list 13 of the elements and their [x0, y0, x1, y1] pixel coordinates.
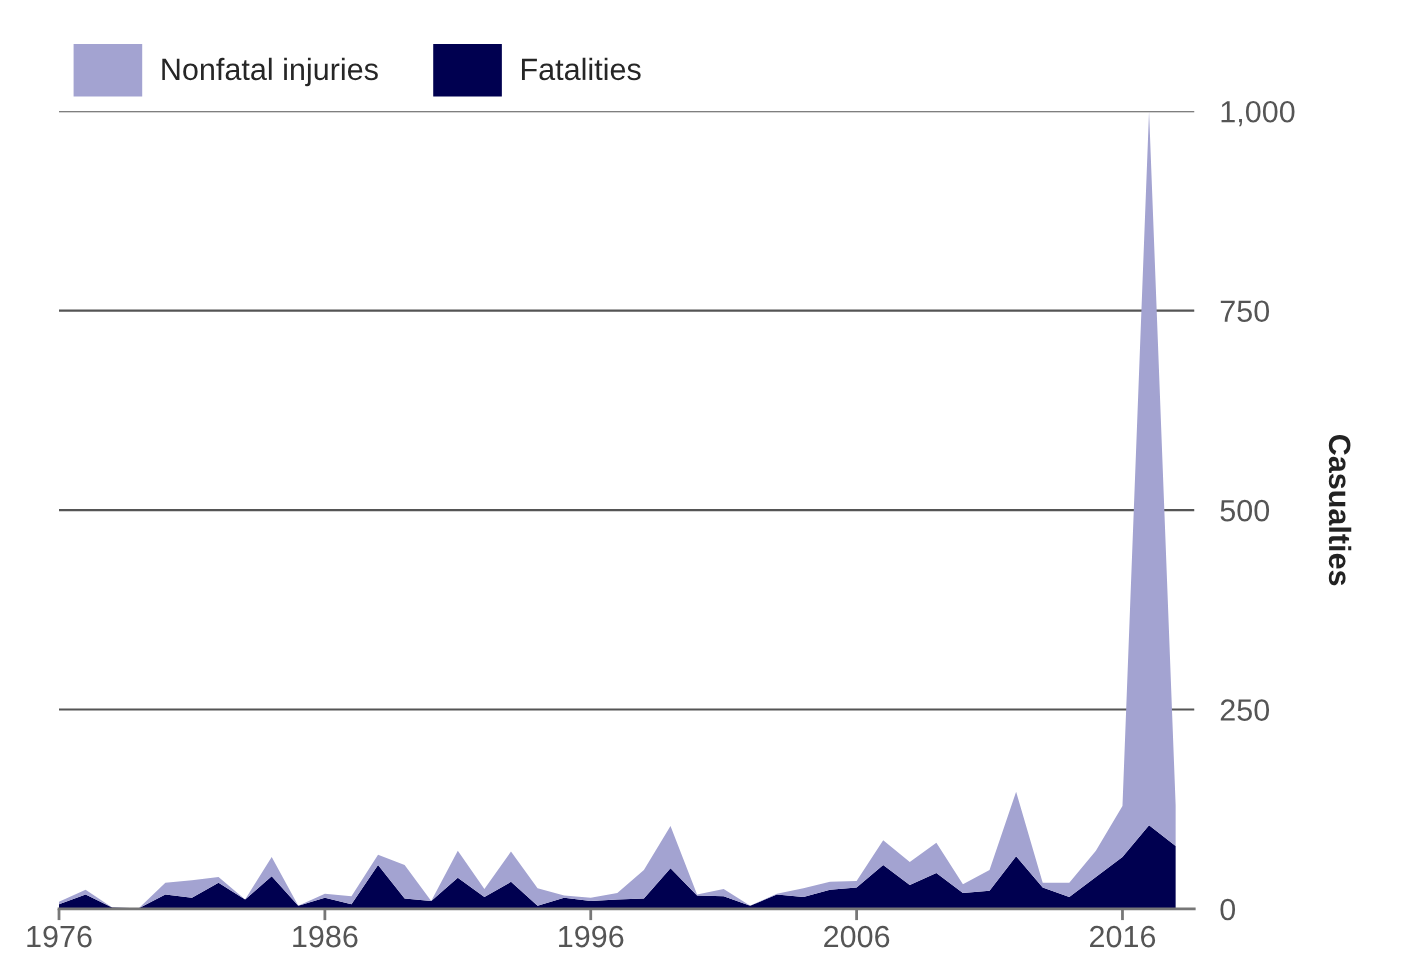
x-tick-label: 1996	[559, 925, 624, 948]
legend-label: Fatalities	[521, 57, 641, 81]
y-tick-label: 0	[1220, 898, 1236, 921]
y-tick-label: 500	[1220, 499, 1270, 522]
x-tick-label: 1976	[27, 925, 92, 948]
x-tick-label: 2016	[1090, 925, 1156, 948]
legend-label: Nonfatal injuries	[162, 57, 378, 87]
x-tick-label: 2006	[824, 925, 890, 948]
x-tick-label: 1986	[293, 925, 358, 948]
y-tick-label: 250	[1220, 699, 1270, 721]
y-axis-title: Casualties	[1328, 434, 1352, 586]
y-tick-label: 750	[1220, 300, 1270, 323]
y-tick-label: 1,000	[1221, 100, 1295, 127]
